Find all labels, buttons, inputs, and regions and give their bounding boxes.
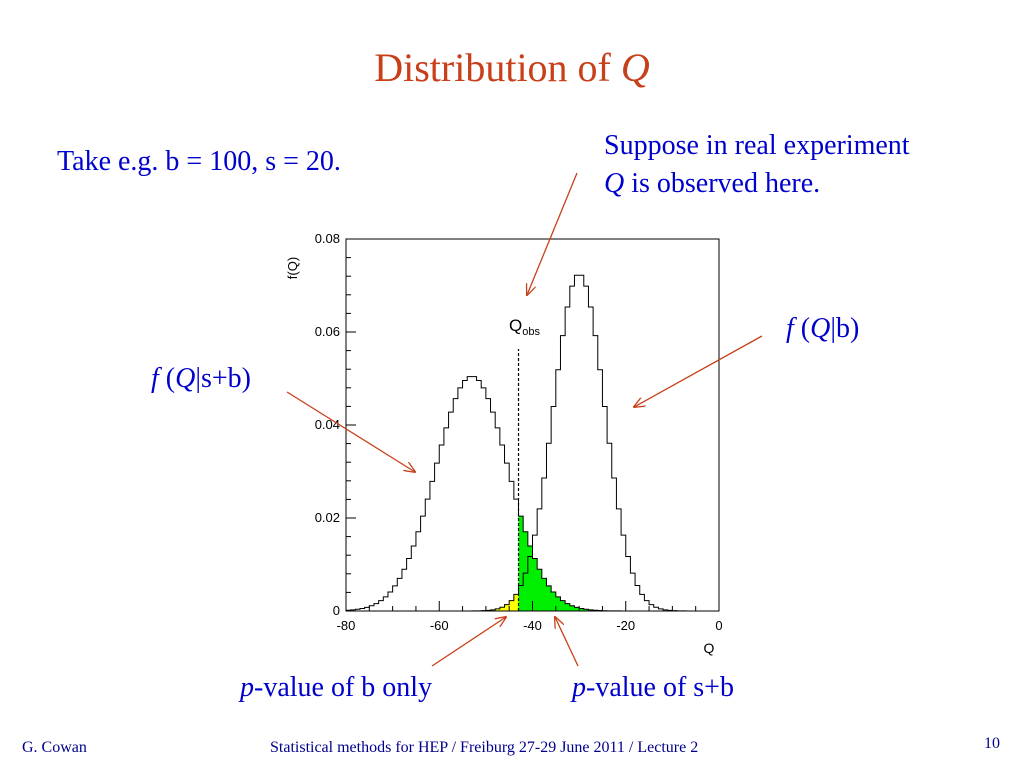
pvalue-sb-arrow xyxy=(555,617,579,667)
slide-title: Distribution of Q xyxy=(0,44,1024,91)
footer-author: G. Cowan xyxy=(22,739,87,756)
y-axis-label: f(Q) xyxy=(285,257,300,279)
pvalue-b-arrow xyxy=(431,617,506,667)
suppose-arrow xyxy=(527,172,578,295)
label-pvalue-sb: p-value of s+b xyxy=(572,672,734,704)
example-text: Take e.g. b = 100, s = 20. xyxy=(57,146,341,177)
q-obs-subscript: obs xyxy=(522,326,540,338)
fill-pvalue-sb xyxy=(518,516,719,611)
fqb-arrow xyxy=(634,335,763,407)
x-tick-label: -40 xyxy=(523,618,542,633)
suppose-line-1: Suppose in real experiment xyxy=(604,130,910,161)
pb-p: p xyxy=(240,672,254,703)
y-tick-label: 0.06 xyxy=(315,324,340,339)
psb-p: p xyxy=(572,672,586,703)
suppose-line-2: Q is observed here. xyxy=(604,165,910,203)
y-tick-label: 0 xyxy=(333,603,340,618)
q-obs-label: Qobs xyxy=(509,316,540,338)
suppose-var: Q xyxy=(604,168,625,199)
fqb-rest: |b) xyxy=(830,313,860,344)
x-axis-label: Q xyxy=(704,640,715,656)
suppose-text: Suppose in real experiment Q is observed… xyxy=(604,127,910,203)
label-f-q-sb: f (Q|s+b) xyxy=(151,363,251,395)
fqsb-rest: |s+b) xyxy=(195,363,251,394)
plot-layer: Qobs -80 -60 -40 -20 0 0 0.02 0.04 0.06 0.08 Qf(Q) xyxy=(285,231,723,656)
label-f-q-b: f (Q|b) xyxy=(786,313,859,345)
y-tick-label: 0.04 xyxy=(315,417,340,432)
fqsb-var: Q xyxy=(175,363,196,394)
y-tick-label: 0.02 xyxy=(315,510,340,525)
y-tick-label: 0.08 xyxy=(315,231,340,246)
fqsb-arrow xyxy=(286,391,415,472)
x-tick-label: 0 xyxy=(715,618,722,633)
x-tick-label: -60 xyxy=(430,618,449,633)
title-text: Distribution of xyxy=(374,45,621,90)
title-var: Q xyxy=(620,45,650,90)
fill-pvalue-b xyxy=(346,594,519,611)
label-pvalue-b: p-value of b only xyxy=(240,672,432,704)
fqb-open: ( xyxy=(793,313,811,344)
fqb-f: f xyxy=(786,313,794,344)
arrow-layer xyxy=(286,172,763,667)
suppose-rest: is observed here. xyxy=(624,168,821,199)
fqsb-f: f xyxy=(151,363,159,394)
footer-course: Statistical methods for HEP / Freiburg 2… xyxy=(270,739,699,756)
fqsb-open: ( xyxy=(158,363,176,394)
x-tick-label: -20 xyxy=(616,618,635,633)
page-number: 10 xyxy=(984,735,1000,752)
psb-rest: -value of s+b xyxy=(586,672,734,703)
x-tick-label: -80 xyxy=(337,618,356,633)
pb-rest: -value of b only xyxy=(254,672,433,703)
fqb-var: Q xyxy=(810,313,831,344)
